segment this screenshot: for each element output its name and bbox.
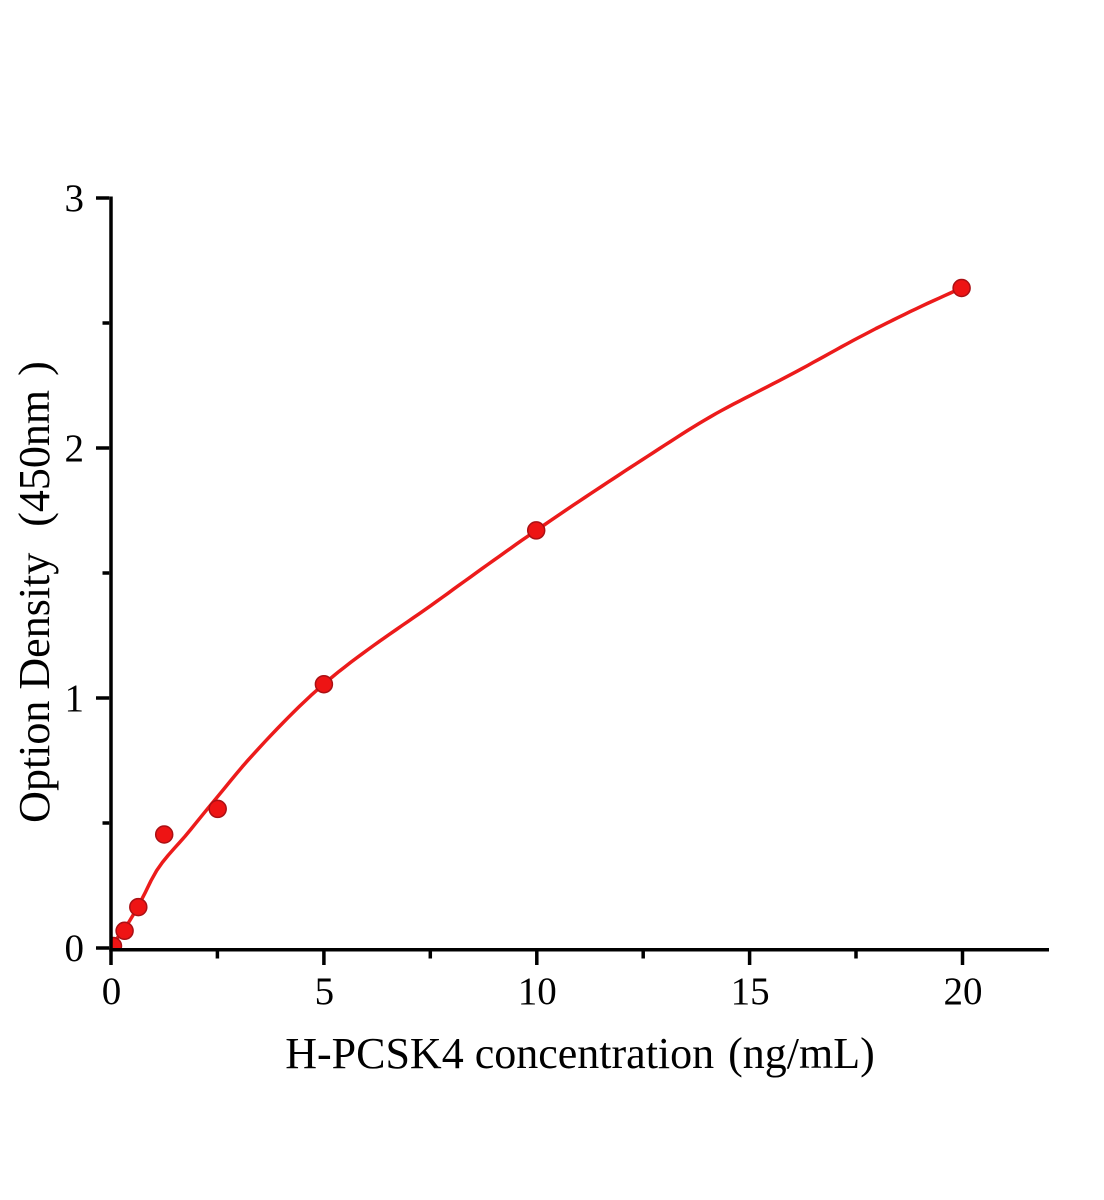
- svg-text:0: 0: [65, 927, 85, 970]
- svg-text:3: 3: [65, 177, 85, 220]
- svg-text:20: 20: [944, 970, 983, 1013]
- svg-text:Option Density(450nm): Option Density(450nm): [10, 361, 59, 823]
- svg-text:H-PCSK4 concentration(ng/mL): H-PCSK4 concentration (ng/mL): [285, 1029, 875, 1078]
- svg-text:15: 15: [731, 970, 770, 1013]
- svg-text:0: 0: [102, 970, 122, 1013]
- svg-text:10: 10: [518, 970, 557, 1013]
- svg-text:2: 2: [65, 427, 85, 470]
- svg-text:5: 5: [315, 970, 335, 1013]
- svg-text:1: 1: [65, 677, 85, 720]
